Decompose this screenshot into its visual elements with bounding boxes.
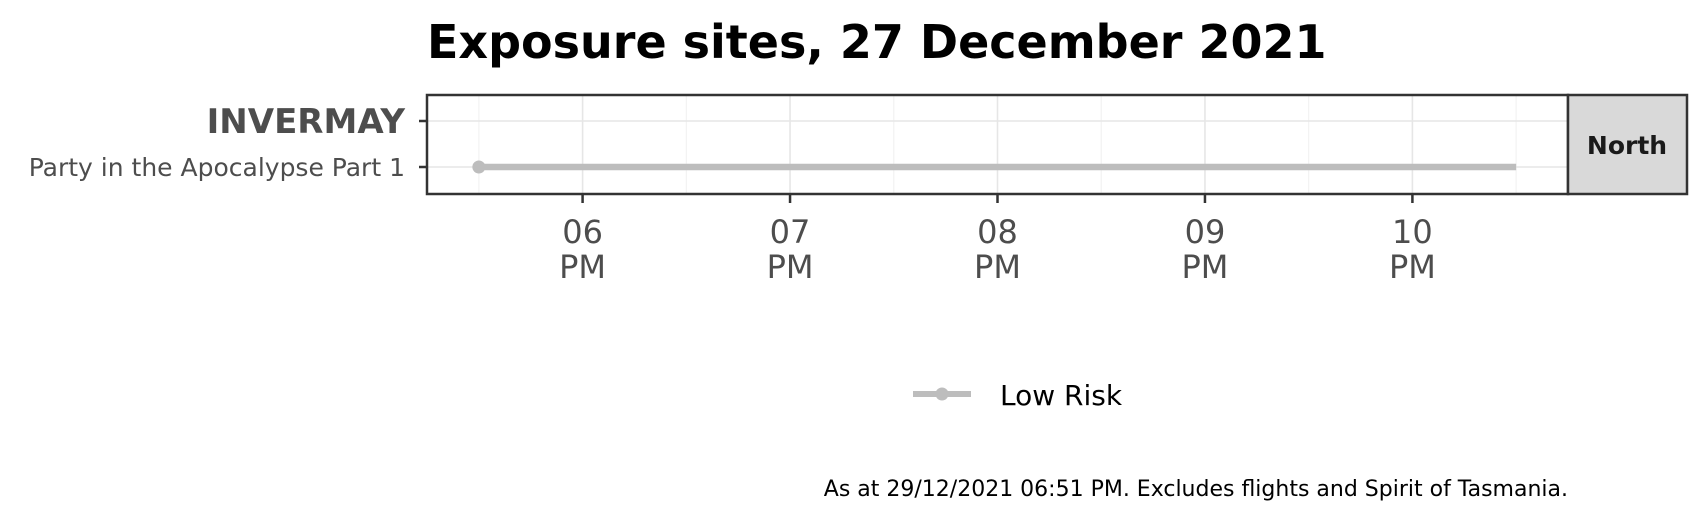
y-axis: INVERMAY Party in the Apocalypse Part 1	[29, 102, 427, 182]
x-axis-tick-label-hour: 10	[1392, 213, 1433, 251]
x-axis-tick-label-period: PM	[767, 248, 814, 286]
x-axis-tick-label-hour: 08	[977, 213, 1018, 251]
facet-strip	[1566, 93, 1689, 196]
x-axis-tick-label-period: PM	[559, 248, 606, 286]
chart-caption: As at 29/12/2021 06:51 PM. Excludes flig…	[824, 477, 1568, 502]
y-axis-group-label: INVERMAY	[207, 102, 406, 142]
x-axis-tick-label-hour: 09	[1185, 213, 1226, 251]
grid-minor	[478, 95, 1517, 194]
chart-title: Exposure sites, 27 December 2021	[427, 15, 1327, 69]
legend-label-low-risk: Low Risk	[1000, 379, 1123, 412]
x-axis-tick-label-hour: 06	[562, 213, 603, 251]
x-axis-tick-label-period: PM	[1182, 248, 1229, 286]
x-axis-tick-label-period: PM	[974, 248, 1021, 286]
legend-key-point	[935, 387, 949, 401]
x-axis-tick-label-period: PM	[1389, 248, 1436, 286]
x-axis-tick-label-hour: 07	[770, 213, 811, 251]
legend: Low Risk	[913, 379, 1123, 412]
exposure-segments	[472, 160, 1517, 174]
facet-label: North	[1587, 131, 1667, 160]
y-axis-site-label: Party in the Apocalypse Part 1	[29, 153, 405, 182]
exposure-start-point	[472, 160, 486, 174]
